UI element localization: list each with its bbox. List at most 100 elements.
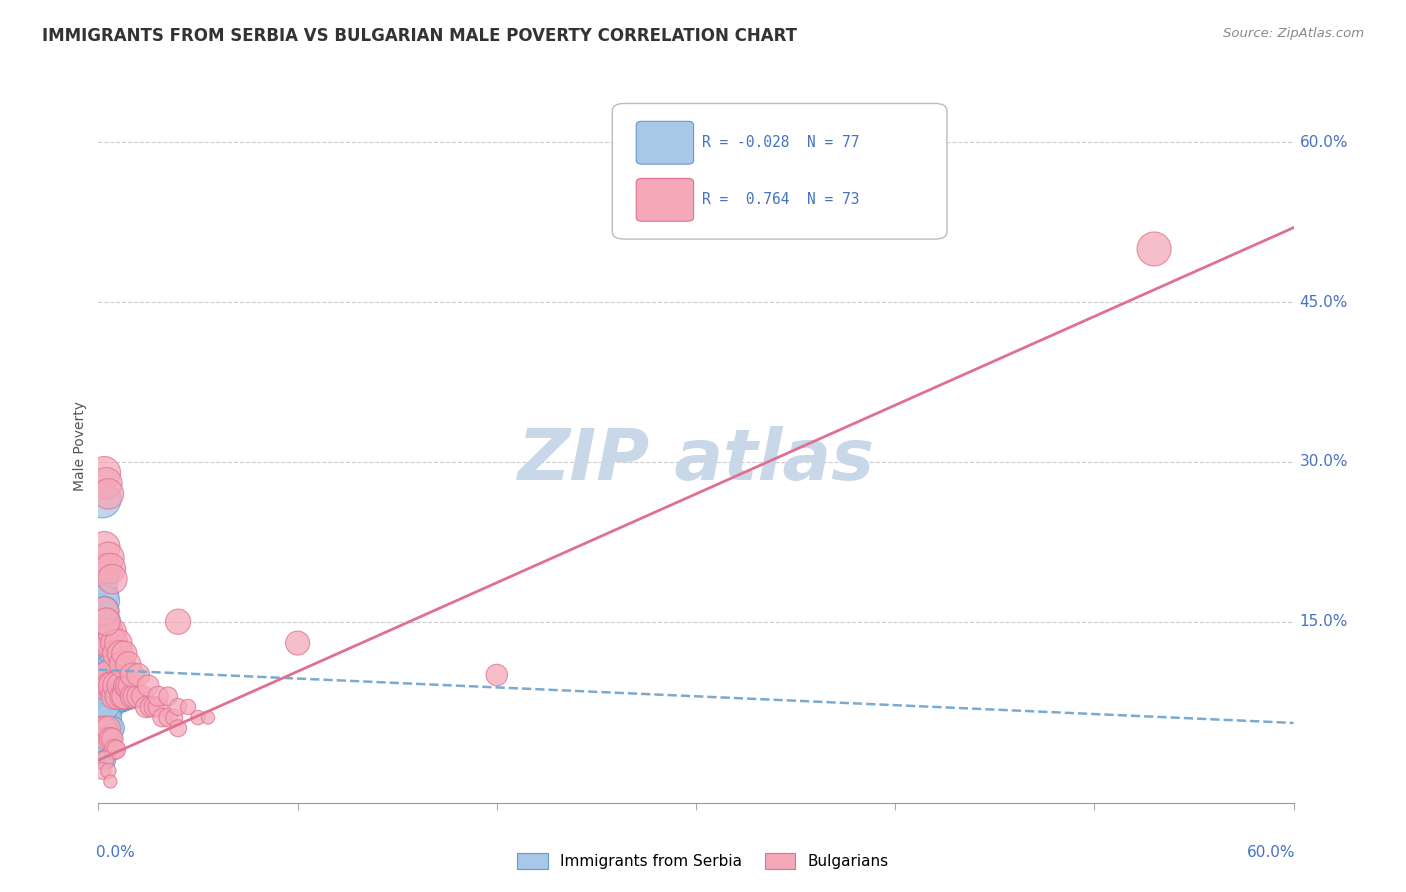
Point [97,679,120,693]
Point [97,657,120,672]
Point [103,690,125,704]
Text: 60.0%: 60.0% [1299,135,1348,150]
Point [110,679,132,693]
Point [101,572,124,586]
Point [103,668,125,682]
Text: 60.0%: 60.0% [1247,846,1295,861]
Point [117,657,139,672]
Point [105,690,128,704]
Point [105,679,128,693]
Point [120,679,142,693]
Point [93,604,115,618]
Point [105,668,128,682]
Point [110,647,132,661]
Point [97,710,120,724]
Point [112,690,135,704]
Point [97,487,120,501]
Point [96,615,118,629]
Text: 0.0%: 0.0% [97,846,135,861]
Point [107,690,129,704]
Text: ZIP atlas: ZIP atlas [517,425,875,495]
Point [101,657,124,672]
Point [93,679,115,693]
Point [101,690,124,704]
Point [143,700,166,714]
Point [93,753,115,767]
Point [117,690,139,704]
Point [93,710,115,724]
Point [105,742,128,756]
Point [163,710,186,724]
Point [120,690,142,704]
Point [97,764,120,778]
Point [98,731,122,746]
Point [97,625,120,640]
Point [103,636,125,650]
Point [136,679,159,693]
Text: 45.0%: 45.0% [1299,294,1348,310]
Point [107,679,129,693]
Point [91,721,114,735]
Point [101,668,124,682]
Point [197,710,219,724]
Point [93,647,115,661]
Point [96,625,118,640]
Point [110,690,132,704]
Point [177,700,200,714]
Point [485,668,508,682]
Point [101,679,124,693]
Point [97,625,120,640]
Point [98,561,122,575]
Point [96,742,118,756]
Point [115,690,138,704]
Point [105,647,128,661]
Point [103,679,125,693]
Point [96,679,118,693]
Text: 30.0%: 30.0% [1299,455,1348,469]
Point [98,690,122,704]
Point [101,625,124,640]
Point [96,476,118,491]
Point [93,604,115,618]
Point [103,657,125,672]
Point [96,721,118,735]
FancyBboxPatch shape [637,121,693,164]
Point [121,668,143,682]
Point [91,572,114,586]
Point [187,710,209,724]
Point [105,647,128,661]
Point [105,679,128,693]
Point [93,742,115,756]
Point [127,668,149,682]
Point [93,466,115,480]
Point [135,700,157,714]
Point [93,721,115,735]
Point [97,550,120,565]
Point [124,690,146,704]
Point [93,625,115,640]
Point [97,668,120,682]
Point [97,731,120,746]
Point [112,679,135,693]
Text: R = -0.028  N = 77: R = -0.028 N = 77 [702,135,859,150]
Point [103,668,125,682]
Point [111,690,134,704]
Point [93,721,115,735]
Point [91,492,114,507]
Point [93,753,115,767]
Point [96,636,118,650]
Y-axis label: Male Poverty: Male Poverty [73,401,87,491]
Point [93,593,115,607]
Point [139,700,162,714]
Point [97,690,120,704]
Text: Source: ZipAtlas.com: Source: ZipAtlas.com [1223,27,1364,40]
Point [107,636,129,650]
Point [97,636,120,650]
Point [91,588,114,602]
Point [157,690,180,704]
Point [97,721,120,735]
Point [96,753,118,767]
Point [96,731,118,746]
Point [101,647,124,661]
Point [111,679,134,693]
